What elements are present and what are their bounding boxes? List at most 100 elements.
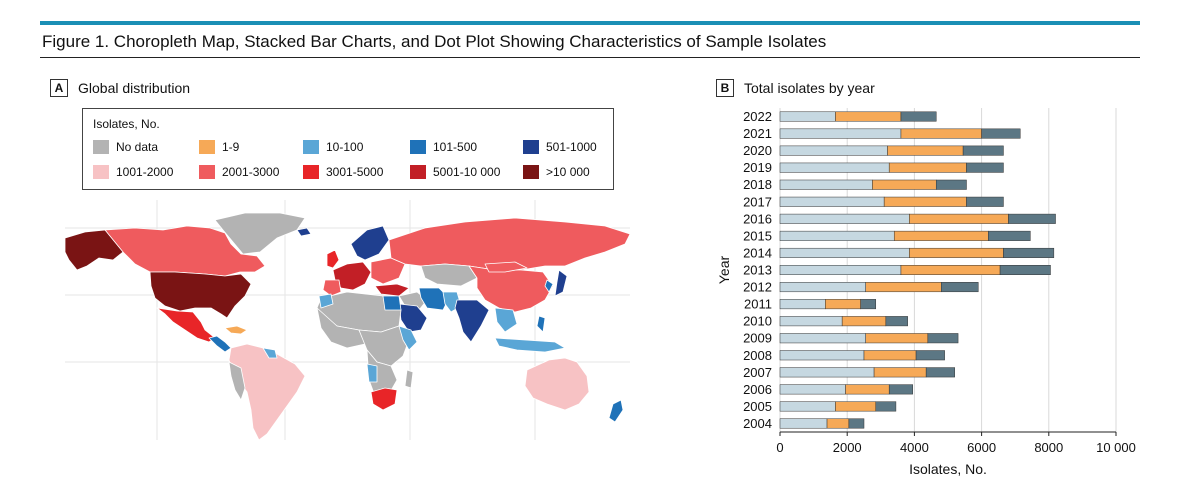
bar-segment-2015-0: [779, 230, 895, 241]
panel-b-title: Total isolates by year: [744, 80, 875, 96]
bar-segment-2005-2: [875, 401, 897, 412]
y-tick-label: 2008: [743, 348, 772, 363]
bar-segment-2019-0: [779, 162, 890, 173]
panel-a-letter: A: [50, 79, 68, 97]
bar-segment-2010-0: [779, 316, 843, 327]
bar-segment-2017-2: [966, 196, 1004, 207]
mexico: [156, 307, 216, 343]
y-tick-label: 2016: [743, 211, 772, 226]
legend-swatch: [410, 140, 426, 154]
bar-segment-2017-0: [779, 196, 885, 207]
bar-segment-2004-1: [826, 418, 850, 429]
egypt: [382, 295, 402, 311]
legend-swatch: [93, 165, 109, 179]
bar-segment-2018-0: [779, 179, 873, 190]
bar-segment-2011-1: [825, 299, 861, 310]
philippines: [536, 315, 546, 333]
peru-bolivia: [228, 361, 246, 401]
australia: [524, 357, 590, 411]
y-tick-label: 2012: [743, 280, 772, 295]
world-map-svg: [65, 200, 630, 440]
y-tick-label: 2006: [743, 382, 772, 397]
bar-segment-2010-1: [841, 316, 887, 327]
east-africa: [398, 325, 418, 351]
y-axis-title: Year: [716, 256, 732, 285]
panel-a-title: Global distribution: [78, 80, 191, 96]
panel-b-letter: B: [716, 79, 734, 97]
greenland: [214, 212, 306, 255]
stacked-bar-chart: 2022 2021 2020 2019 2018 2017 2016 2015 2014 2013…: [700, 100, 1170, 490]
bar-segment-2016-2: [1008, 213, 1056, 224]
iran: [418, 287, 450, 311]
legend-item-501-1000: 501-1000: [523, 140, 597, 154]
y-tick-label: 2007: [743, 365, 772, 380]
y-tick-label: 2009: [743, 331, 772, 346]
y-tick-label: 2021: [743, 126, 772, 141]
legend-label: 1-9: [222, 140, 240, 154]
legend-label: 501-1000: [546, 140, 597, 154]
x-axis-title: Isolates, No.: [909, 461, 987, 477]
bar-segment-2006-1: [845, 384, 890, 395]
legend-swatch: [523, 140, 539, 154]
west-africa: [316, 307, 366, 349]
bar-segment-2014-0: [779, 247, 910, 258]
legend-label: 101-500: [433, 140, 478, 154]
x-tick-label: 4000: [900, 440, 929, 455]
mongolia: [484, 261, 528, 273]
y-tick-label: 2022: [743, 109, 772, 124]
legend-item-101-500: 101-500: [410, 140, 477, 154]
bar-segment-2021-1: [900, 128, 982, 139]
y-tick-label: 2005: [743, 399, 772, 414]
bar-segment-2007-2: [925, 367, 955, 378]
bar-segment-2004-0: [779, 418, 828, 429]
legend-swatch: [410, 165, 426, 179]
stacked-bar-svg: 2022 2021 2020 2019 2018 2017 2016 2015 2014 2013…: [716, 108, 1136, 477]
legend-swatch: [199, 165, 215, 179]
bar-segment-2004-2: [848, 418, 865, 429]
x-tick-label: 2000: [833, 440, 862, 455]
caribbean: [224, 325, 248, 335]
bar-segment-2018-1: [872, 179, 937, 190]
bar-segment-2018-2: [935, 179, 967, 190]
figure-title-rule: [40, 57, 1140, 58]
bar-segment-2017-1: [883, 196, 967, 207]
bar-segment-2009-2: [927, 333, 959, 344]
bar-segment-2021-2: [981, 128, 1021, 139]
bar-segment-2009-0: [779, 333, 866, 344]
legend-swatch: [303, 140, 319, 154]
turkey: [374, 283, 410, 297]
bar-segment-2008-2: [915, 350, 945, 361]
bar-segment-2022-0: [779, 111, 836, 122]
bar-segment-2015-2: [988, 230, 1031, 241]
morocco: [318, 293, 334, 309]
legend-label: 2001-3000: [222, 165, 280, 179]
bar-segment-2015-1: [893, 230, 989, 241]
bar-segment-2021-0: [779, 128, 902, 139]
y-tick-label: 2018: [743, 177, 772, 192]
world-choropleth-map: [65, 200, 630, 440]
bar-segment-2007-0: [779, 367, 875, 378]
bar-segment-2016-1: [909, 213, 1009, 224]
x-tick-label: 6000: [967, 440, 996, 455]
legend-item-1-9: 1-9: [199, 140, 239, 154]
legend-label: 10-100: [326, 140, 364, 154]
madagascar: [404, 369, 414, 389]
legend-swatch: [303, 165, 319, 179]
bar-segment-2010-2: [885, 316, 908, 327]
legend-item-1001-2000: 1001-2000: [93, 165, 173, 179]
panel-b-header: B Total isolates by year: [716, 78, 875, 98]
iberia: [322, 279, 342, 297]
bar-segment-2006-0: [779, 384, 846, 395]
bar-segment-2013-0: [779, 265, 902, 275]
kazakhstan: [420, 263, 478, 287]
scandinavia: [350, 225, 390, 261]
alaska: [65, 229, 124, 271]
figure-title: Figure 1. Choropleth Map, Stacked Bar Ch…: [42, 32, 827, 51]
japan: [554, 269, 568, 297]
bar-segment-2014-1: [909, 247, 1004, 258]
legend-label: >10 000: [546, 165, 590, 179]
bar-segment-2019-1: [888, 162, 967, 173]
bar-segment-2020-1: [887, 145, 964, 156]
bar-segment-2008-0: [779, 350, 865, 361]
y-tick-label: 2019: [743, 160, 772, 175]
